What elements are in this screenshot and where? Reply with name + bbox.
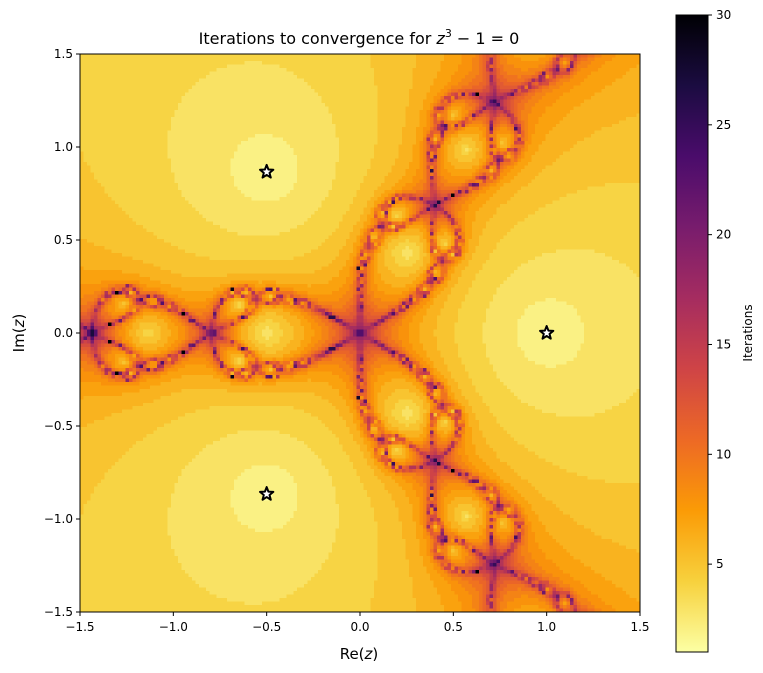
y-tick-label: −0.5: [44, 419, 73, 433]
y-tick-label: 1.5: [54, 47, 73, 61]
root-marker-1: [259, 163, 275, 179]
colorbar: [675, 14, 709, 653]
x-tick-label: −1.5: [65, 620, 94, 634]
colorbar-tick-label: 20: [716, 228, 731, 242]
root-marker-0: [539, 325, 555, 340]
colorbar-ticks: 5 10 15 20 25 30: [708, 8, 731, 571]
y-tick-label: 1.0: [54, 140, 73, 154]
root-marker-2: [259, 486, 275, 501]
colorbar-tick-label: 30: [716, 8, 731, 22]
x-tick-label: 0.0: [350, 620, 369, 634]
heatmap-canvas: [80, 54, 640, 612]
colorbar-label: Iterations: [741, 304, 755, 361]
chart-title: Iterations to convergence for z3 − 1 = 0: [199, 27, 520, 48]
colorbar-tick-label: 5: [716, 557, 724, 571]
colorbar-tick-label: 15: [716, 337, 731, 351]
x-tick-label: −0.5: [252, 620, 281, 634]
y-axis-label: Im(z): [10, 314, 28, 353]
y-axis: 1.5 1.0 0.5 0.0 −0.5 −1.0 −1.5: [44, 47, 80, 619]
y-tick-label: 0.0: [54, 326, 73, 340]
x-axis: −1.5 −1.0 −0.5 0.0 0.5 1.0 1.5: [65, 612, 650, 634]
colorbar-tick-label: 25: [716, 118, 731, 132]
x-tick-label: 1.5: [630, 620, 649, 634]
colorbar-tick-label: 10: [716, 447, 731, 461]
root-markers: [259, 163, 555, 501]
heatmap-area: [80, 54, 640, 612]
y-tick-label: 0.5: [54, 233, 73, 247]
y-tick-label: −1.5: [44, 605, 73, 619]
x-axis-label: Re(z): [340, 645, 379, 663]
x-tick-label: 0.5: [444, 620, 463, 634]
y-tick-label: −1.0: [44, 512, 73, 526]
x-tick-label: 1.0: [537, 620, 556, 634]
x-tick-label: −1.0: [159, 620, 188, 634]
